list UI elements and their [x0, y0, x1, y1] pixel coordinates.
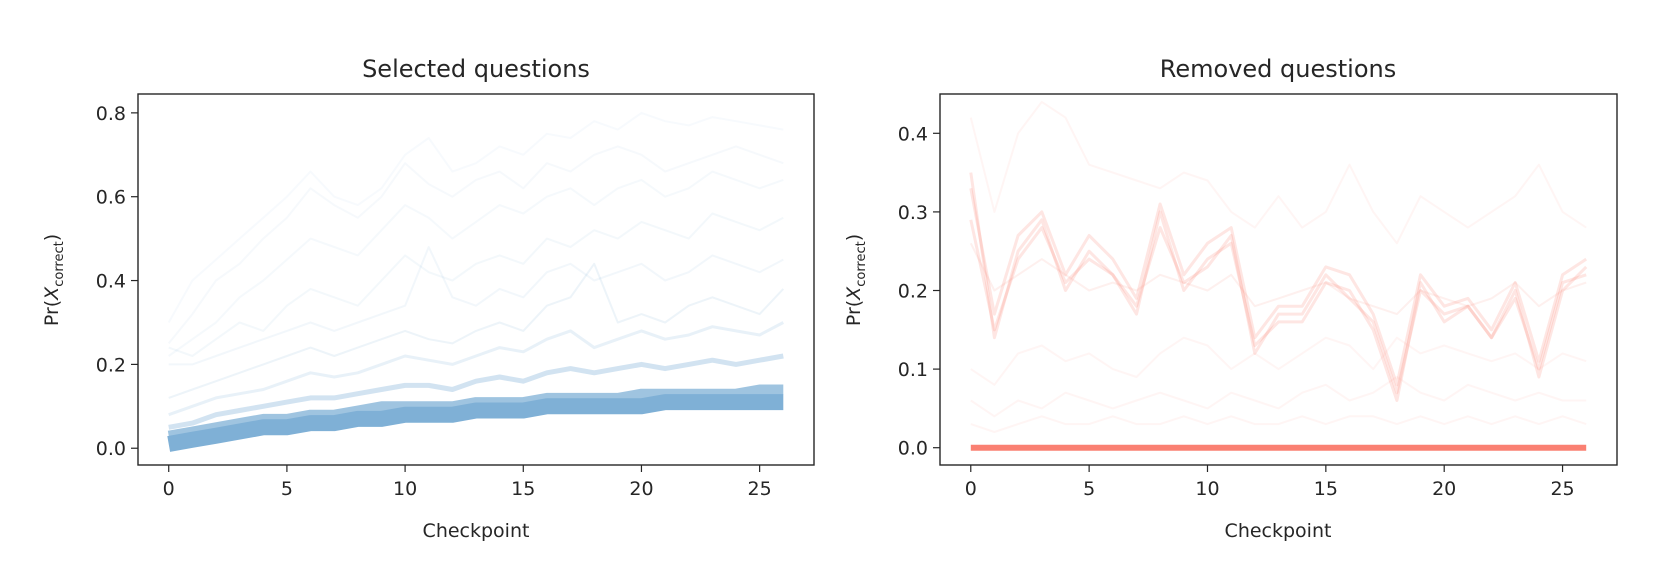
y-tick-label: 0.4 [96, 271, 126, 293]
tick-group: 0 5 10 15 20 25 0.0 0.2 0.4 0.6 0.8 [96, 103, 772, 500]
series-line-0 [969, 100, 1587, 245]
series-line-7 [970, 415, 1587, 433]
y-tick-label: 0.2 [96, 354, 126, 376]
series-line-4 [969, 242, 1587, 316]
chart-title: Removed questions [1160, 55, 1396, 83]
y-tick-label: 0.4 [898, 123, 928, 145]
series-line-3 [969, 219, 1587, 395]
y-tick-label: 0.6 [96, 187, 126, 209]
series-line-8 [167, 384, 784, 441]
chart-title: Selected questions [362, 55, 590, 83]
y-tick-label: 0.2 [898, 281, 928, 303]
x-tick-label: 5 [1083, 478, 1095, 500]
x-tick-label: 25 [1550, 478, 1574, 500]
x-tick-label: 5 [281, 478, 293, 500]
series-line-7 [168, 353, 784, 430]
y-axis-label: Pr(Xcorrect) [843, 234, 869, 326]
x-tick-label: 25 [748, 478, 772, 500]
y-tick-label: 0.0 [96, 438, 126, 460]
series-line-5 [970, 336, 1587, 386]
y-axis-label: Pr(Xcorrect) [41, 234, 67, 326]
x-tick-label: 0 [965, 478, 977, 500]
x-tick-label: 10 [1195, 478, 1219, 500]
y-tick-label: 0.8 [96, 103, 126, 125]
series-line-4 [168, 246, 784, 366]
series-group [167, 111, 785, 452]
series-line-6 [970, 376, 1587, 418]
y-tick-label: 0.0 [898, 438, 928, 460]
x-tick-label: 15 [1314, 478, 1338, 500]
x-tick-label: 20 [1432, 478, 1456, 500]
x-tick-label: 10 [393, 478, 417, 500]
series-line-6 [168, 321, 784, 417]
y-tick-label: 0.1 [898, 359, 928, 381]
series-line-0 [167, 111, 784, 323]
plot-frame [939, 93, 1618, 466]
series-line-1 [969, 172, 1588, 402]
series-line-3 [168, 212, 784, 357]
series-group [969, 100, 1588, 451]
x-tick-label: 20 [629, 478, 653, 500]
series-line-5 [168, 262, 785, 399]
x-tick-label: 0 [163, 478, 175, 500]
panel-removed-questions: Removed questions 0 5 10 15 20 25 0.0 0.1 0.2 0.3… [843, 55, 1618, 542]
x-axis-label: Checkpoint [423, 520, 530, 542]
x-axis-label: Checkpoint [1225, 520, 1332, 542]
series-line-2 [969, 188, 1588, 387]
y-tick-label: 0.3 [898, 202, 928, 224]
series-line-2 [168, 170, 784, 357]
series-line-1 [167, 145, 784, 345]
x-tick-label: 15 [511, 478, 535, 500]
plot-frame [137, 93, 815, 466]
series-line-9 [167, 394, 784, 452]
panel-selected-questions: Selected questions 0 5 10 15 20 25 0.0 0.2 0.4 0.… [41, 55, 815, 542]
tick-group: 0 5 10 15 20 25 0.0 0.1 0.2 0.3 0.4 [898, 123, 1575, 500]
